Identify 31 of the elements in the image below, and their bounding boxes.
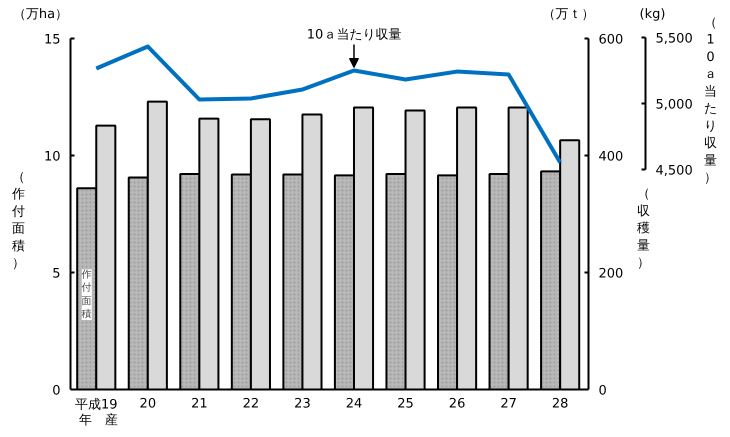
x-tick-label: 28 (552, 396, 568, 412)
y-tick-label: 5 (52, 266, 61, 282)
text: （万ha） (12, 7, 68, 22)
y-tick-label: 0 (52, 384, 61, 398)
y-axis-title: （作付面積） (11, 170, 25, 272)
x-tick-label: 23 (294, 396, 311, 412)
y2-tick-label: 600 (598, 32, 624, 48)
y3-tick-label: 5,000 (656, 98, 693, 112)
x-tick-label: 平成19 (75, 398, 118, 412)
text: (kg) (640, 7, 666, 22)
line-series (94, 44, 562, 165)
y2-axis-title: （収穫量） (637, 186, 650, 270)
y-tick-label: 10 (44, 150, 61, 164)
x-tick-label: 22 (242, 396, 260, 412)
text: 年 産 (79, 412, 118, 428)
series-label: 作付面積 (80, 269, 92, 320)
text: （万ｔ） (542, 7, 594, 22)
x-tick-label: 26 (448, 396, 466, 412)
y2-tick-label: 400 (598, 150, 624, 164)
x-tick-label: 27 (500, 396, 517, 412)
y2-tick-label: 200 (598, 266, 624, 282)
x-tick-label: 24 (346, 396, 362, 412)
text: （10ａ当たり収量） (704, 15, 717, 186)
x-tick-label: 21 (191, 396, 208, 412)
x-tick-label: 20 (140, 396, 156, 412)
y2-tick-label: 0 (598, 384, 607, 398)
y3-tick-label: 4,500 (656, 164, 693, 178)
text: 10ａ当たり収量 (306, 28, 402, 42)
y-tick-label: 15 (44, 32, 61, 48)
x-tick-label: 25 (397, 396, 414, 412)
y3-tick-label: 5,500 (656, 32, 693, 46)
